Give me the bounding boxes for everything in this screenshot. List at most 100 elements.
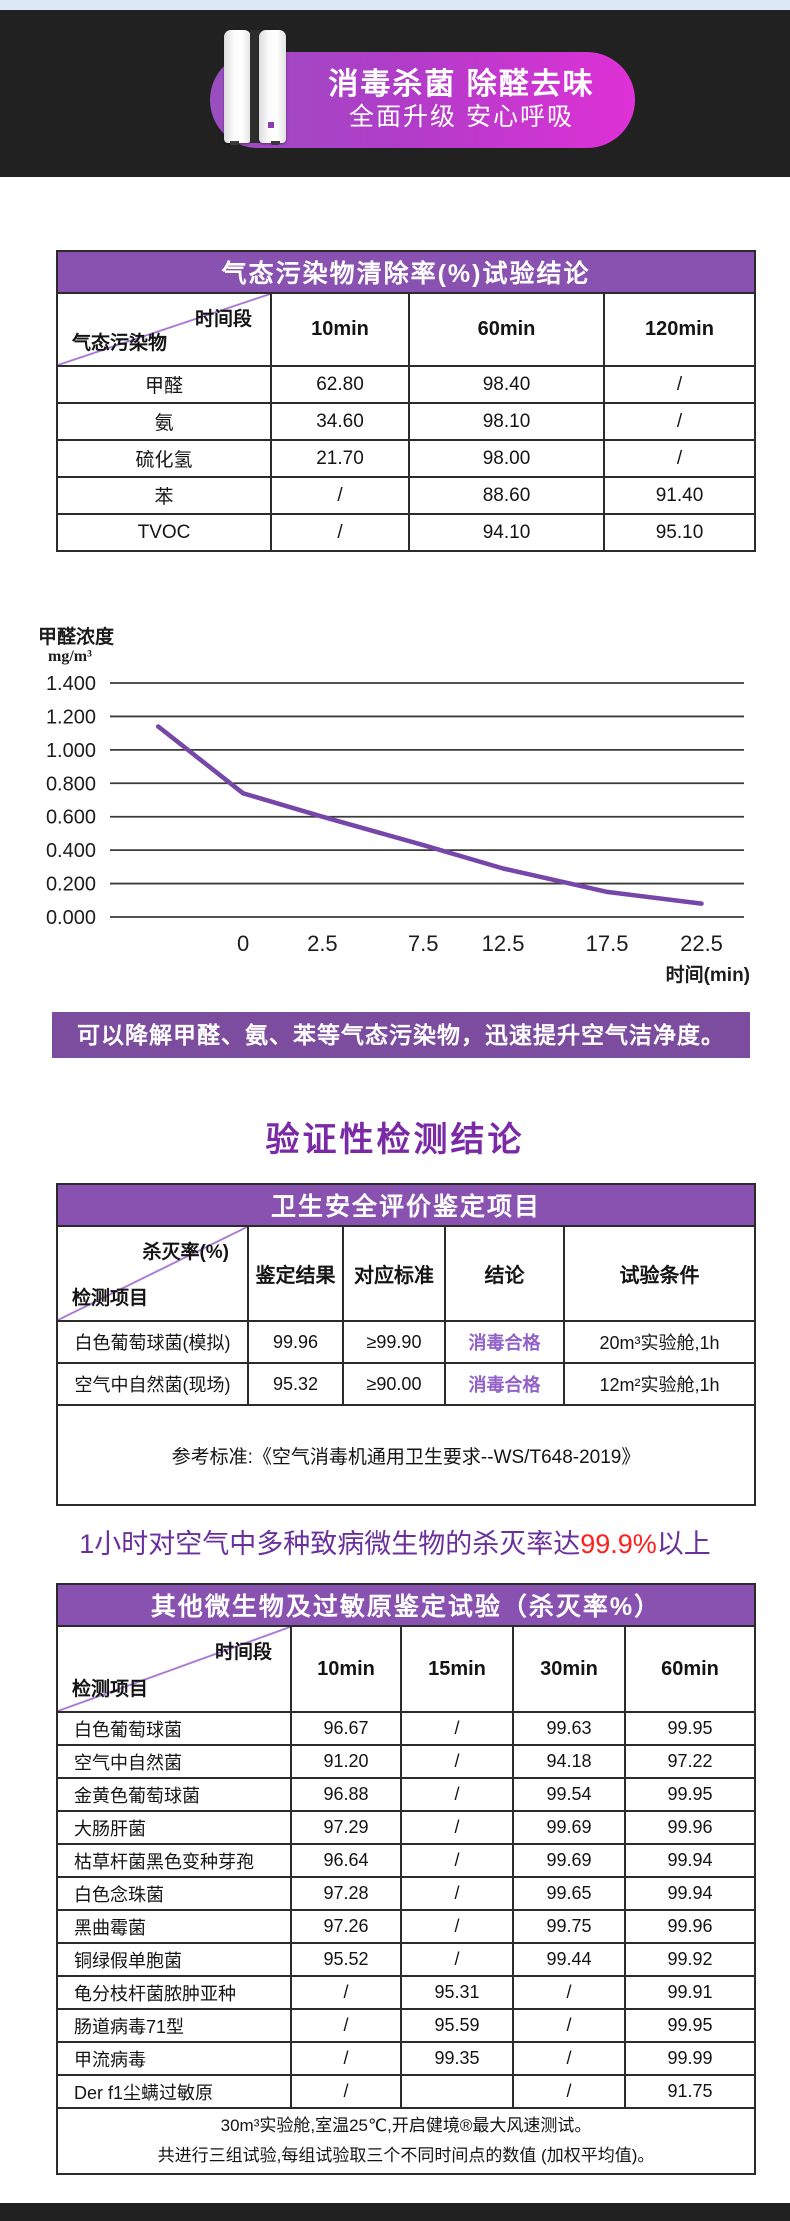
table-cell: / bbox=[290, 2074, 402, 2109]
table-cell: 99.92 bbox=[624, 1942, 756, 1977]
table-cell: 20m³实验舱,1h bbox=[562, 1320, 757, 1364]
table-cell: 95.10 bbox=[602, 513, 757, 552]
pass-badge: 消毒合格 bbox=[444, 1362, 565, 1406]
table-cell: 99.91 bbox=[624, 1975, 756, 2010]
kill-rate-highlight: 1小时对空气中多种致病微生物的杀灭率达99.9%以上 bbox=[0, 1522, 790, 1561]
table-cell: / bbox=[512, 2074, 626, 2109]
table-cell: / bbox=[602, 402, 757, 441]
table-cell: 91.20 bbox=[290, 1744, 402, 1779]
table-title: 其他微生物及过敏原鉴定试验（杀灭率%） bbox=[56, 1583, 756, 1627]
table-header-row: 时间段 检测项目 10min 15min 30min 60min bbox=[56, 1625, 756, 1713]
column-header: 10min bbox=[290, 1625, 402, 1713]
y-tick-label: 0.000 bbox=[46, 907, 96, 929]
table-cell: 97.28 bbox=[290, 1876, 402, 1911]
table-cell: / bbox=[400, 1810, 514, 1845]
table-footnote-row: 30m³实验舱,室温25℃,开启健境®最大风速测试。 共进行三组试验,每组试验取… bbox=[56, 2107, 756, 2175]
table-cell: 99.69 bbox=[512, 1843, 626, 1878]
table-cell: 95.59 bbox=[400, 2008, 514, 2043]
summary-banner: 可以降解甲醛、氨、苯等气态污染物，迅速提升空气洁净度。 bbox=[52, 1012, 750, 1058]
table-row: 黑曲霉菌 97.26 / 99.75 99.96 bbox=[56, 1909, 756, 1944]
column-header: 15min bbox=[400, 1625, 514, 1713]
corner-label-test-item: 检测项目 bbox=[72, 1679, 149, 1700]
table-cell: 99.95 bbox=[624, 1777, 756, 1812]
reference-standard-note: 参考标准:《空气消毒机通用卫生要求--WS/T648-2019》 bbox=[55, 1404, 757, 1506]
table-cell: 99.75 bbox=[512, 1909, 626, 1944]
row-label: 甲醛 bbox=[56, 365, 272, 404]
corner-label-pollutant: 气态污染物 bbox=[72, 333, 168, 354]
table-cell: 99.35 bbox=[400, 2041, 514, 2076]
row-label: 氨 bbox=[56, 402, 272, 441]
highlight-suffix: 以上 bbox=[656, 1529, 711, 1559]
column-header: 60min bbox=[408, 292, 605, 367]
table-cell: 99.94 bbox=[624, 1876, 756, 1911]
table-row: TVOC / 94.10 95.10 bbox=[56, 513, 757, 552]
table-cell: 99.65 bbox=[512, 1876, 626, 1911]
table-cell: 99.44 bbox=[512, 1942, 626, 1977]
row-label: 黑曲霉菌 bbox=[56, 1909, 292, 1944]
table-cell: 88.60 bbox=[408, 476, 605, 515]
y-tick-label: 1.000 bbox=[46, 740, 96, 762]
table-cell: 99.69 bbox=[512, 1810, 626, 1845]
table-cell: / bbox=[400, 1942, 514, 1977]
table-row: 甲流病毒 / 99.35 / 99.99 bbox=[56, 2041, 756, 2076]
column-header: 10min bbox=[270, 292, 410, 367]
column-header: 鉴定结果 bbox=[247, 1225, 344, 1322]
table-cell: 96.64 bbox=[290, 1843, 402, 1878]
row-label: 白色葡萄球菌 bbox=[56, 1711, 292, 1746]
row-label: 白色念珠菌 bbox=[56, 1876, 292, 1911]
table-cell: / bbox=[400, 1711, 514, 1746]
table-header-row: 杀灭率(%) 检测项目 鉴定结果 对应标准 结论 试验条件 bbox=[56, 1225, 757, 1322]
table-cell: 97.26 bbox=[290, 1909, 402, 1944]
y-tick-label: 1.200 bbox=[46, 706, 96, 728]
table-cell: / bbox=[290, 1975, 402, 2010]
table-cell: 94.18 bbox=[512, 1744, 626, 1779]
row-label: 枯草杆菌黑色变种芽孢 bbox=[56, 1843, 292, 1878]
y-tick-label: 0.600 bbox=[46, 807, 96, 829]
table-row: 白色念珠菌 97.28 / 99.65 99.94 bbox=[56, 1876, 756, 1911]
corner-cell: 杀灭率(%) 检测项目 bbox=[56, 1225, 249, 1322]
row-label: 空气中自然菌(现场) bbox=[56, 1362, 249, 1406]
table-cell: / bbox=[602, 439, 757, 478]
table-row: 硫化氢 21.70 98.00 / bbox=[56, 439, 757, 478]
table-cell: / bbox=[290, 2041, 402, 2076]
table-row: 肠道病毒71型 / 95.59 / 99.95 bbox=[56, 2008, 756, 2043]
highlight-value: 99.9% bbox=[580, 1529, 657, 1559]
table-cell: 21.70 bbox=[270, 439, 410, 478]
table-row: 龟分枝杆菌脓肿亚种 / 95.31 / 99.91 bbox=[56, 1975, 756, 2010]
table-title-row: 气态污染物清除率(%)试验结论 bbox=[55, 250, 757, 294]
corner-cell: 时间段 气态污染物 bbox=[56, 292, 272, 367]
table-cell: / bbox=[270, 476, 410, 515]
table-cell: 97.29 bbox=[290, 1810, 402, 1845]
corner-label-kill-rate: 杀灭率(%) bbox=[142, 1242, 229, 1263]
table-cell: 95.52 bbox=[290, 1942, 402, 1977]
table-cell: 98.00 bbox=[408, 439, 605, 478]
row-label: TVOC bbox=[56, 513, 272, 552]
row-label: Der f1尘螨过敏原 bbox=[56, 2074, 292, 2109]
row-label: 甲流病毒 bbox=[56, 2041, 292, 2076]
table-cell: / bbox=[270, 513, 410, 552]
corner-label-test-item: 检测项目 bbox=[72, 1288, 149, 1309]
formaldehyde-decay-chart: 1.400 1.200 1.000 0.800 0.600 0.400 0.200 0.000… bbox=[46, 673, 744, 956]
y-tick-label: 0.200 bbox=[46, 874, 96, 896]
table-cell: 94.10 bbox=[408, 513, 605, 552]
x-tick-label: 0 bbox=[237, 931, 249, 956]
row-label: 空气中自然菌 bbox=[56, 1744, 292, 1779]
table-row: 铜绿假单胞菌 95.52 / 99.44 99.92 bbox=[56, 1942, 756, 1977]
table-cell: / bbox=[512, 1975, 626, 2010]
table-cell: / bbox=[400, 1744, 514, 1779]
air-purifier-device-image bbox=[224, 30, 286, 145]
table-title: 卫生安全评价鉴定项目 bbox=[55, 1183, 757, 1227]
x-tick-label: 12.5 bbox=[482, 931, 525, 956]
table-title: 气态污染物清除率(%)试验结论 bbox=[55, 250, 757, 294]
table-cell: ≥90.00 bbox=[342, 1362, 446, 1406]
row-label: 铜绿假单胞菌 bbox=[56, 1942, 292, 1977]
table-cell: / bbox=[290, 2008, 402, 2043]
row-label: 白色葡萄球菌(模拟) bbox=[56, 1320, 249, 1364]
table-cell: 99.96 bbox=[624, 1810, 756, 1845]
formaldehyde-concentration-line bbox=[155, 724, 704, 906]
microbes-allergen-test-table: 其他微生物及过敏原鉴定试验（杀灭率%） 时间段 检测项目 10min 15min… bbox=[56, 1583, 756, 2175]
table-cell: ≥99.90 bbox=[342, 1320, 446, 1364]
table-row: 空气中自然菌(现场) 95.32 ≥90.00 消毒合格 12m²实验舱,1h bbox=[56, 1362, 757, 1406]
row-label: 硫化氢 bbox=[56, 439, 272, 478]
table-cell bbox=[400, 2074, 514, 2109]
